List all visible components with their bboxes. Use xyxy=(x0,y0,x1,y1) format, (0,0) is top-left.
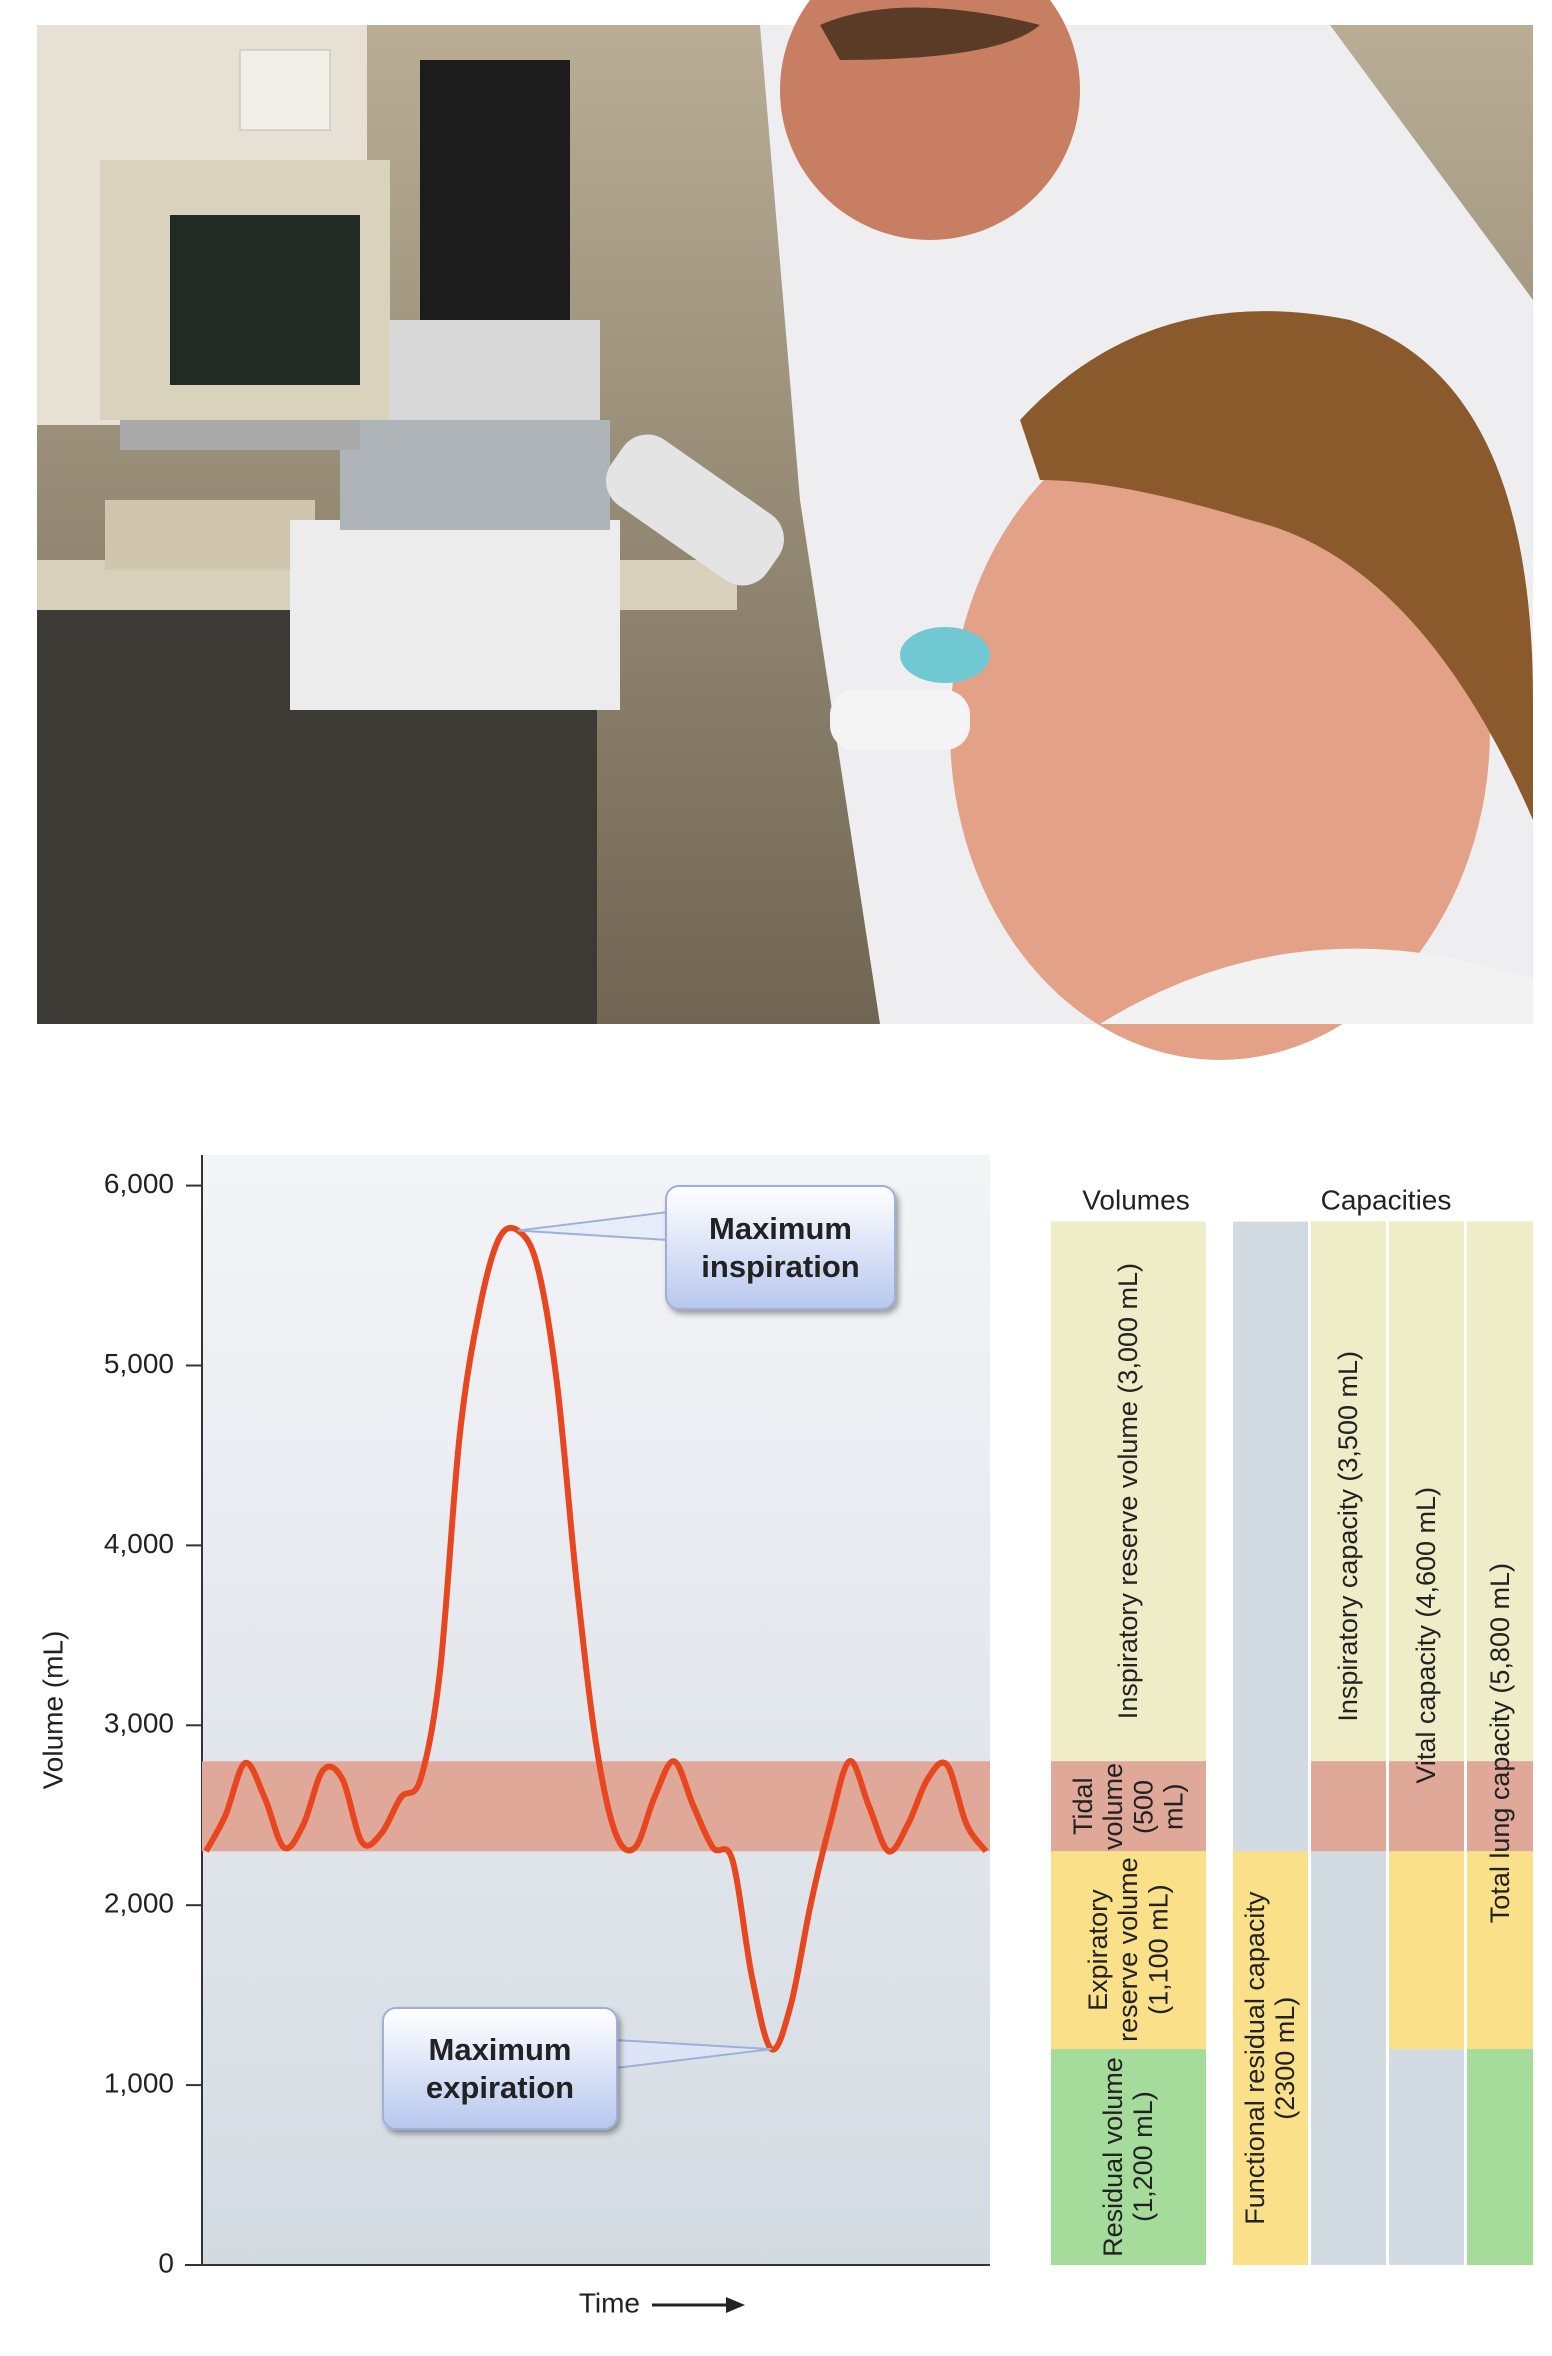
y-tick-label: 2,000 xyxy=(104,1888,174,1919)
capacity-band xyxy=(1467,2049,1533,2265)
volumes-heading: Volumes xyxy=(1082,1184,1189,1215)
capacity-band xyxy=(1233,1851,1308,2265)
time-arrow xyxy=(652,2297,745,2313)
annotation-text: Maximum expiration xyxy=(425,2032,575,2105)
volume-label: Expiratory reserve volume (1,100 mL) xyxy=(1051,1851,1206,2049)
annotation-text: Maximum inspiration xyxy=(701,1211,860,1284)
volume-label: Residual volume (1,200 mL) xyxy=(1051,2049,1206,2265)
capacity-label-text: Vital capacity (4,600 mL) xyxy=(1411,1487,1442,1784)
capacity-label: Functional residual capacity (2300 mL) xyxy=(1233,1851,1308,2265)
y-tick-label: 0 xyxy=(158,2247,174,2278)
photo xyxy=(37,0,1533,1060)
capacity-label: Inspiratory capacity (3,500 mL) xyxy=(1311,1222,1386,1852)
x-axis-label: Time xyxy=(579,2287,640,2318)
capacity-band xyxy=(1467,1221,1533,1762)
capacity-label: Vital capacity (4,600 mL) xyxy=(1389,1222,1464,2050)
y-tick-label: 1,000 xyxy=(104,2067,174,2098)
y-tick-label: 4,000 xyxy=(104,1528,174,1559)
capacities-heading: Capacities xyxy=(1321,1184,1452,1215)
y-tick-label: 3,000 xyxy=(104,1708,174,1739)
capacity-band xyxy=(1311,1221,1386,1762)
volume-trace xyxy=(203,1224,989,2053)
capacity-label-text: Functional residual capacity (2300 mL) xyxy=(1240,1891,1301,2225)
volume-label-text: Residual volume (1,200 mL) xyxy=(1098,2057,1159,2257)
y-axis-label: Volume (mL) xyxy=(37,1631,68,1790)
capacity-label-text: Inspiratory capacity (3,500 mL) xyxy=(1333,1351,1364,1722)
capacity-label: Total lung capacity (5,800 mL) xyxy=(1467,1222,1533,2265)
capacity-band xyxy=(1389,1851,1464,2050)
capacity-band xyxy=(1389,1221,1464,1762)
volume-band xyxy=(1051,1851,1206,2050)
y-tick-label: 6,000 xyxy=(104,1168,174,1199)
volume-label: Inspiratory reserve volume (3,000 mL) xyxy=(1051,1222,1206,1762)
volume-label-text: Inspiratory reserve volume (3,000 mL) xyxy=(1113,1263,1144,1720)
capacity-band xyxy=(1467,1851,1533,2050)
capacity-label-text: Total lung capacity (5,800 mL) xyxy=(1484,1563,1515,1924)
annotation: Maximum expiration xyxy=(382,2007,618,2130)
y-tick-label: 5,000 xyxy=(104,1348,174,1379)
capacity-band xyxy=(1311,1761,1386,1852)
volume-band xyxy=(1051,2049,1206,2265)
volume-label-text: Tidal volume (500 mL) xyxy=(1068,1762,1189,1850)
volume-band xyxy=(1051,1761,1206,1852)
capacity-band xyxy=(1389,1761,1464,1852)
annotation: Maximum inspiration xyxy=(665,1185,896,1310)
capacity-band xyxy=(1467,1761,1533,1852)
volume-label: Tidal volume (500 mL) xyxy=(1051,1761,1206,1851)
volume-band xyxy=(1051,1221,1206,1762)
volume-label-text: Expiratory reserve volume (1,100 mL) xyxy=(1083,1857,1174,2043)
